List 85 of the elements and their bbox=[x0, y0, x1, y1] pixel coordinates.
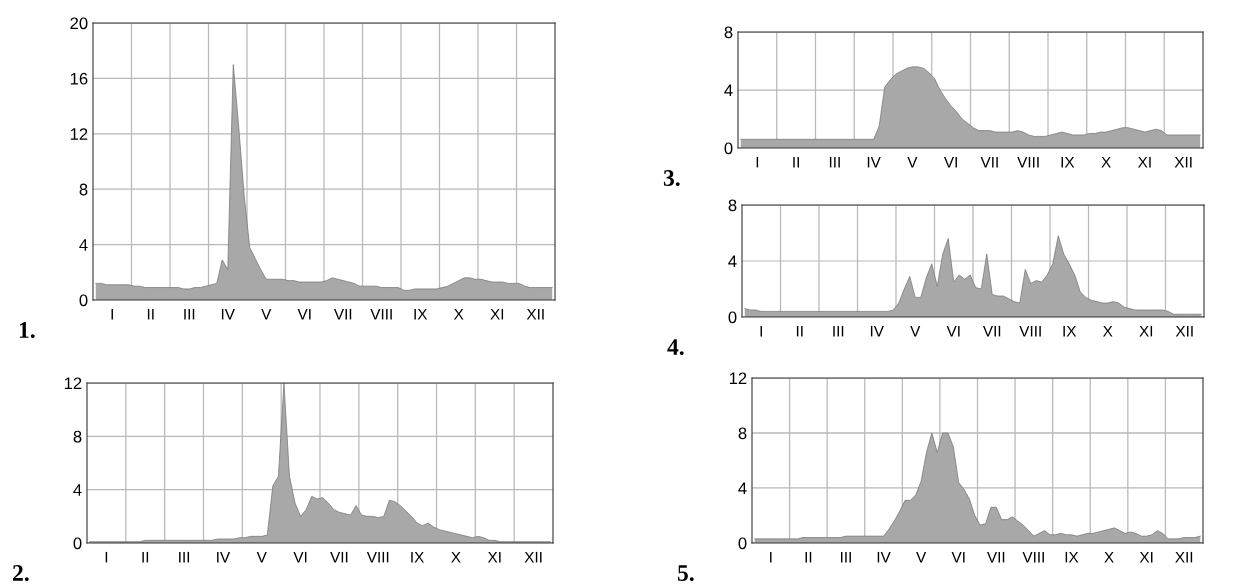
x-tick-label: III bbox=[829, 156, 840, 168]
y-tick-label: 0 bbox=[73, 537, 82, 550]
y-tick-label: 20 bbox=[70, 17, 88, 30]
x-tick-label: IX bbox=[414, 308, 428, 320]
y-tick-label: 12 bbox=[729, 372, 747, 385]
x-tick-label: IX bbox=[411, 551, 424, 563]
x-tick-label: VI bbox=[297, 308, 311, 320]
x-tick-label: IV bbox=[221, 308, 235, 320]
y-tick-label: 4 bbox=[73, 484, 82, 496]
y-tick-label: 8 bbox=[738, 427, 747, 440]
x-tick-label: XII bbox=[524, 551, 542, 563]
x-tick-label: XI bbox=[1139, 325, 1153, 337]
x-tick-label: VI bbox=[946, 325, 960, 337]
x-tick-label: III bbox=[833, 325, 844, 337]
y-tick-label: 0 bbox=[728, 311, 737, 324]
x-tick-label: III bbox=[841, 551, 851, 563]
x-tick-label: II bbox=[793, 156, 799, 168]
x-tick-label: V bbox=[256, 551, 267, 563]
x-tick-label: III bbox=[179, 551, 190, 563]
x-tick-label: III bbox=[184, 308, 195, 320]
y-tick-label: 12 bbox=[64, 377, 82, 390]
y-tick-label: 4 bbox=[738, 482, 747, 495]
y-tick-label: 8 bbox=[73, 430, 82, 443]
x-tick-label: IV bbox=[877, 551, 891, 563]
x-tick-label: II bbox=[147, 308, 154, 320]
x-tick-label: VII bbox=[330, 551, 348, 563]
y-tick-label: 0 bbox=[79, 294, 88, 307]
x-tick-label: XII bbox=[526, 308, 544, 320]
y-tick-label: 4 bbox=[728, 255, 737, 268]
x-tick-label: I bbox=[770, 551, 772, 563]
x-tick-label: XI bbox=[1138, 156, 1151, 168]
x-tick-label: VIII bbox=[1019, 325, 1041, 337]
x-tick-label: XI bbox=[487, 551, 501, 563]
y-tick-label: 0 bbox=[738, 537, 747, 550]
x-tick-label: VIII bbox=[366, 551, 389, 563]
x-tick-label: VII bbox=[333, 308, 352, 320]
x-tick-label: V bbox=[261, 308, 272, 320]
x-tick-label: II bbox=[142, 551, 149, 563]
x-tick-label: IX bbox=[1065, 551, 1079, 563]
x-tick-label: XII bbox=[1175, 325, 1193, 337]
x-tick-label: IX bbox=[1061, 156, 1075, 168]
x-tick-label: IV bbox=[867, 156, 881, 168]
x-tick-label: VII bbox=[980, 156, 998, 168]
text: 2. bbox=[12, 565, 29, 582]
text: 4. bbox=[667, 339, 684, 356]
x-tick-label: X bbox=[1101, 156, 1111, 168]
x-tick-label: II bbox=[796, 325, 803, 337]
x-tick-label: I bbox=[111, 308, 113, 320]
x-tick-label: VII bbox=[987, 551, 1005, 563]
y-tick-label: 0 bbox=[724, 142, 733, 155]
text: 1. bbox=[19, 322, 35, 339]
y-tick-label: 8 bbox=[79, 183, 88, 196]
x-tick-label: IV bbox=[870, 325, 884, 337]
x-tick-label: I bbox=[756, 156, 759, 168]
x-tick-label: XI bbox=[1139, 551, 1153, 563]
x-tick-label: II bbox=[805, 551, 812, 563]
text: 3. bbox=[663, 170, 680, 187]
x-tick-label: X bbox=[454, 308, 464, 320]
y-tick-label: 4 bbox=[724, 84, 733, 97]
x-tick-label: XI bbox=[490, 308, 504, 320]
x-tick-label: V bbox=[916, 551, 927, 563]
x-tick-label: X bbox=[1103, 325, 1113, 337]
x-tick-label: VI bbox=[951, 551, 965, 563]
x-tick-label: VI bbox=[943, 156, 957, 168]
y-tick-label: 4 bbox=[79, 239, 88, 251]
x-tick-label: IX bbox=[1063, 325, 1077, 337]
text: 5. bbox=[677, 565, 694, 582]
x-tick-label: VIII bbox=[1022, 551, 1044, 563]
x-tick-label: XII bbox=[1174, 156, 1192, 168]
x-tick-label: VIII bbox=[1017, 156, 1039, 168]
x-tick-label: VI bbox=[293, 551, 307, 563]
x-tick-label: I bbox=[760, 325, 762, 337]
x-tick-label: VIII bbox=[370, 308, 392, 320]
x-tick-label: I bbox=[105, 551, 108, 563]
x-tick-label: VII bbox=[982, 325, 1001, 337]
x-tick-label: V bbox=[907, 156, 918, 168]
x-tick-label: XII bbox=[1175, 551, 1193, 563]
y-tick-label: 16 bbox=[70, 72, 88, 85]
y-tick-label: 8 bbox=[728, 199, 737, 212]
x-tick-label: IV bbox=[217, 551, 231, 563]
y-tick-label: 8 bbox=[724, 26, 733, 39]
y-tick-label: 12 bbox=[70, 128, 88, 140]
x-tick-label: X bbox=[451, 551, 461, 563]
x-tick-label: V bbox=[910, 325, 921, 337]
x-tick-label: X bbox=[1104, 551, 1114, 563]
